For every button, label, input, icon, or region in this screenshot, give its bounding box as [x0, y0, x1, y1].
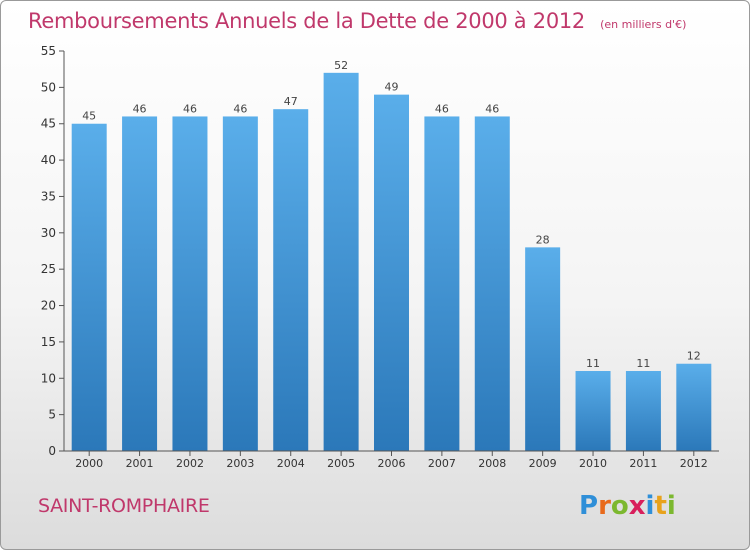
- bar: [122, 116, 158, 452]
- y-tick-label: 40: [41, 153, 56, 167]
- logo-letter: i: [645, 491, 655, 521]
- x-tick-label: 2012: [680, 457, 708, 470]
- bar: [273, 109, 309, 451]
- bar: [474, 116, 510, 452]
- logo-letter: i: [666, 491, 676, 521]
- y-tick-label: 20: [41, 299, 56, 313]
- x-tick-label: 2010: [579, 457, 607, 470]
- logo-letter: x: [628, 491, 646, 521]
- x-tick-label: 2007: [428, 457, 456, 470]
- y-tick-label: 35: [41, 189, 56, 203]
- data-label: 11: [586, 357, 600, 370]
- bar: [222, 116, 258, 452]
- chart-title-block: Remboursements Annuels de la Dette de 20…: [28, 9, 686, 33]
- x-tick-label: 2008: [478, 457, 506, 470]
- bar: [525, 247, 561, 451]
- x-tick-label: 2006: [378, 457, 406, 470]
- y-tick-label: 10: [41, 371, 56, 385]
- x-tick-label: 2004: [277, 457, 305, 470]
- data-label: 46: [485, 102, 499, 115]
- proxiti-logo: Proxiti: [579, 491, 676, 521]
- y-tick-label: 50: [41, 80, 56, 94]
- y-tick-label: 5: [48, 408, 56, 422]
- data-label: 46: [233, 102, 247, 115]
- x-tick-label: 2003: [226, 457, 254, 470]
- data-label: 11: [636, 357, 650, 370]
- bar: [676, 363, 712, 451]
- x-tick-label: 2011: [629, 457, 657, 470]
- x-tick-label: 2009: [529, 457, 557, 470]
- bar: [575, 371, 611, 451]
- bar: [71, 123, 107, 452]
- data-label: 46: [435, 102, 449, 115]
- logo-letter: P: [579, 491, 599, 521]
- data-label: 52: [334, 59, 348, 72]
- y-tick-label: 45: [41, 117, 56, 131]
- chart-title: Remboursements Annuels de la Dette de 20…: [28, 9, 585, 33]
- y-tick-label: 15: [41, 335, 56, 349]
- bar: [625, 371, 661, 451]
- y-tick-label: 0: [48, 444, 56, 458]
- x-tick-label: 2002: [176, 457, 204, 470]
- bar: [323, 72, 359, 452]
- y-tick-label: 55: [41, 44, 56, 58]
- bar: [424, 116, 460, 452]
- bar: [374, 94, 409, 452]
- y-tick-label: 30: [41, 226, 56, 240]
- data-label: 45: [82, 110, 96, 123]
- logo-letter: t: [654, 491, 667, 521]
- logo-letter: r: [598, 491, 611, 521]
- data-label: 47: [284, 95, 298, 108]
- data-label: 46: [183, 102, 197, 115]
- x-tick-label: 2001: [126, 457, 154, 470]
- y-tick-label: 25: [41, 262, 56, 276]
- logo-letter: o: [610, 491, 629, 521]
- data-label: 12: [687, 350, 701, 363]
- x-tick-label: 2000: [75, 457, 103, 470]
- data-label: 46: [133, 102, 147, 115]
- x-tick-label: 2005: [327, 457, 355, 470]
- city-name: SAINT-ROMPHAIRE: [38, 495, 210, 517]
- data-label: 28: [536, 233, 550, 246]
- bar: [172, 116, 208, 452]
- data-label: 49: [385, 81, 399, 94]
- chart-subtitle: (en milliers d'€): [600, 18, 687, 31]
